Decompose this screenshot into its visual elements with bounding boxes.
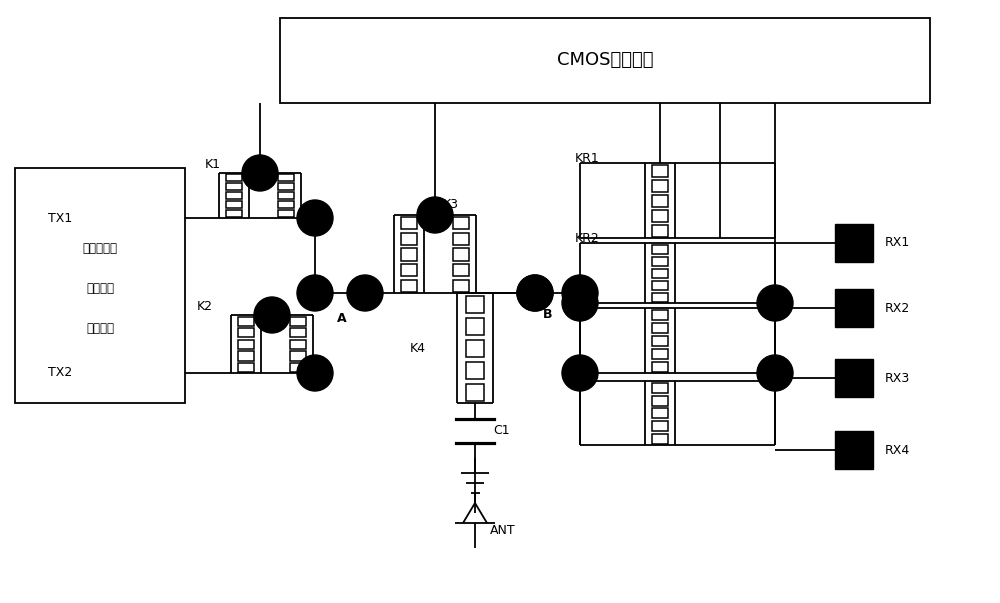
- Bar: [652, 310, 668, 320]
- Bar: [835, 359, 873, 397]
- Text: B: B: [543, 309, 552, 321]
- Text: KR4: KR4: [575, 370, 600, 382]
- Bar: [238, 363, 254, 372]
- Text: TX2: TX2: [48, 367, 72, 379]
- Circle shape: [297, 275, 333, 311]
- Bar: [466, 318, 484, 335]
- Text: 大器及其: 大器及其: [86, 282, 114, 294]
- Text: ANT: ANT: [490, 523, 516, 537]
- Bar: [835, 224, 873, 262]
- Bar: [226, 183, 242, 191]
- Bar: [652, 180, 668, 192]
- Circle shape: [347, 275, 383, 311]
- Bar: [835, 431, 873, 469]
- Text: C1: C1: [493, 424, 510, 437]
- Bar: [453, 280, 469, 292]
- Bar: [652, 269, 668, 278]
- Text: 匹配网络: 匹配网络: [86, 321, 114, 335]
- Bar: [453, 264, 469, 276]
- Bar: [835, 289, 873, 327]
- Bar: [278, 183, 294, 191]
- Circle shape: [517, 275, 553, 311]
- Bar: [466, 340, 484, 358]
- Bar: [278, 192, 294, 200]
- Bar: [238, 317, 254, 326]
- Bar: [290, 363, 306, 372]
- Bar: [652, 396, 668, 406]
- Bar: [401, 248, 417, 260]
- Text: A: A: [337, 312, 347, 324]
- Text: KR1: KR1: [575, 151, 600, 165]
- Text: K2: K2: [197, 300, 213, 314]
- Bar: [652, 245, 668, 254]
- Circle shape: [562, 355, 598, 391]
- Bar: [278, 210, 294, 217]
- Text: RX1: RX1: [885, 236, 910, 250]
- Bar: [238, 352, 254, 361]
- Text: K1: K1: [205, 159, 221, 171]
- Circle shape: [297, 200, 333, 236]
- Bar: [15, 168, 185, 403]
- Circle shape: [297, 355, 333, 391]
- Bar: [453, 248, 469, 260]
- Bar: [466, 362, 484, 379]
- Bar: [652, 421, 668, 431]
- Text: RX2: RX2: [885, 302, 910, 315]
- Bar: [401, 280, 417, 292]
- Circle shape: [562, 275, 598, 311]
- Bar: [453, 233, 469, 245]
- Bar: [652, 383, 668, 393]
- Bar: [278, 201, 294, 208]
- Circle shape: [417, 197, 453, 233]
- Circle shape: [757, 285, 793, 321]
- Bar: [652, 362, 668, 372]
- Text: K4: K4: [410, 341, 426, 355]
- Bar: [226, 201, 242, 208]
- Bar: [652, 257, 668, 266]
- Bar: [652, 165, 668, 177]
- Text: RX4: RX4: [885, 443, 910, 456]
- Bar: [652, 349, 668, 359]
- Text: TX1: TX1: [48, 212, 72, 224]
- Bar: [401, 264, 417, 276]
- Bar: [652, 195, 668, 207]
- Bar: [226, 174, 242, 182]
- Circle shape: [517, 275, 553, 311]
- Bar: [466, 384, 484, 402]
- Bar: [652, 225, 668, 237]
- Bar: [290, 352, 306, 361]
- Bar: [278, 174, 294, 182]
- Text: KR2: KR2: [575, 232, 600, 244]
- Bar: [290, 317, 306, 326]
- Bar: [652, 408, 668, 418]
- Bar: [226, 192, 242, 200]
- Text: 射频功率放: 射频功率放: [82, 241, 118, 254]
- Text: CMOS控制电路: CMOS控制电路: [557, 51, 653, 69]
- Bar: [290, 340, 306, 349]
- Bar: [652, 210, 668, 222]
- Circle shape: [242, 155, 278, 191]
- Text: RX3: RX3: [885, 371, 910, 385]
- Bar: [453, 217, 469, 229]
- Bar: [652, 434, 668, 444]
- Circle shape: [254, 297, 290, 333]
- Bar: [652, 281, 668, 290]
- Circle shape: [562, 285, 598, 321]
- Bar: [401, 233, 417, 245]
- Bar: [290, 328, 306, 337]
- Bar: [226, 210, 242, 217]
- Bar: [652, 323, 668, 333]
- Bar: [401, 217, 417, 229]
- Bar: [652, 292, 668, 302]
- Bar: [238, 340, 254, 349]
- Bar: [238, 328, 254, 337]
- Circle shape: [757, 355, 793, 391]
- Bar: [280, 18, 930, 103]
- Bar: [652, 336, 668, 346]
- Text: K3: K3: [443, 198, 459, 212]
- Bar: [466, 296, 484, 314]
- Text: KR3: KR3: [575, 297, 600, 309]
